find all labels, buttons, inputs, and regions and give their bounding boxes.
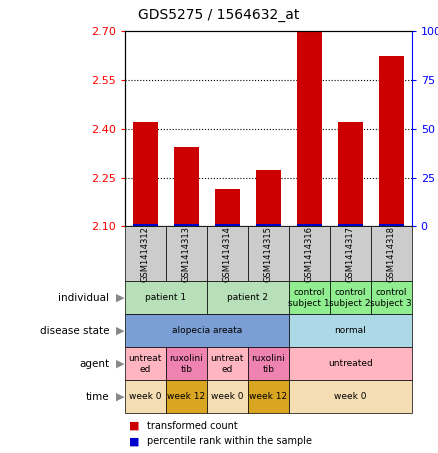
Text: percentile rank within the sample: percentile rank within the sample bbox=[147, 437, 312, 447]
Text: week 0: week 0 bbox=[334, 392, 367, 401]
Text: transformed count: transformed count bbox=[147, 421, 237, 431]
Text: ▶: ▶ bbox=[116, 392, 125, 402]
Text: control
subject 3: control subject 3 bbox=[371, 288, 412, 308]
Bar bbox=[297, 224, 321, 226]
Text: untreat
ed: untreat ed bbox=[211, 354, 244, 374]
Text: GSM1414318: GSM1414318 bbox=[387, 226, 396, 282]
Text: untreated: untreated bbox=[328, 360, 373, 368]
Bar bbox=[338, 122, 363, 226]
Text: GSM1414316: GSM1414316 bbox=[305, 226, 314, 282]
Text: ▶: ▶ bbox=[116, 359, 125, 369]
Text: normal: normal bbox=[334, 327, 366, 336]
Text: control
subject 2: control subject 2 bbox=[329, 288, 371, 308]
Text: GSM1414312: GSM1414312 bbox=[141, 226, 150, 282]
Text: agent: agent bbox=[79, 359, 110, 369]
Bar bbox=[215, 189, 240, 226]
Text: ▶: ▶ bbox=[116, 293, 125, 303]
Text: time: time bbox=[86, 392, 110, 402]
Text: GDS5275 / 1564632_at: GDS5275 / 1564632_at bbox=[138, 9, 300, 22]
Text: patient 2: patient 2 bbox=[227, 294, 268, 303]
Text: ruxolini
tib: ruxolini tib bbox=[251, 354, 285, 374]
Text: GSM1414313: GSM1414313 bbox=[182, 226, 191, 282]
Bar bbox=[379, 56, 403, 226]
Bar bbox=[133, 224, 158, 226]
Bar bbox=[215, 224, 240, 226]
Text: alopecia areata: alopecia areata bbox=[172, 327, 242, 336]
Bar bbox=[174, 224, 198, 226]
Text: week 12: week 12 bbox=[249, 392, 287, 401]
Text: individual: individual bbox=[59, 293, 110, 303]
Bar bbox=[256, 169, 281, 226]
Text: GSM1414314: GSM1414314 bbox=[223, 226, 232, 282]
Bar bbox=[338, 224, 363, 226]
Text: ■: ■ bbox=[129, 421, 140, 431]
Text: patient 1: patient 1 bbox=[145, 294, 187, 303]
Text: ruxolini
tib: ruxolini tib bbox=[170, 354, 203, 374]
Bar bbox=[174, 147, 198, 226]
Text: week 0: week 0 bbox=[211, 392, 244, 401]
Text: week 0: week 0 bbox=[129, 392, 162, 401]
Text: week 12: week 12 bbox=[167, 392, 205, 401]
Text: ▶: ▶ bbox=[116, 326, 125, 336]
Text: untreat
ed: untreat ed bbox=[129, 354, 162, 374]
Text: control
subject 1: control subject 1 bbox=[289, 288, 330, 308]
Text: disease state: disease state bbox=[40, 326, 110, 336]
Bar bbox=[297, 31, 321, 226]
Text: GSM1414317: GSM1414317 bbox=[346, 226, 355, 282]
Bar bbox=[256, 224, 281, 226]
Text: GSM1414315: GSM1414315 bbox=[264, 226, 273, 282]
Bar bbox=[133, 122, 158, 226]
Bar bbox=[379, 224, 403, 226]
Text: ■: ■ bbox=[129, 437, 140, 447]
